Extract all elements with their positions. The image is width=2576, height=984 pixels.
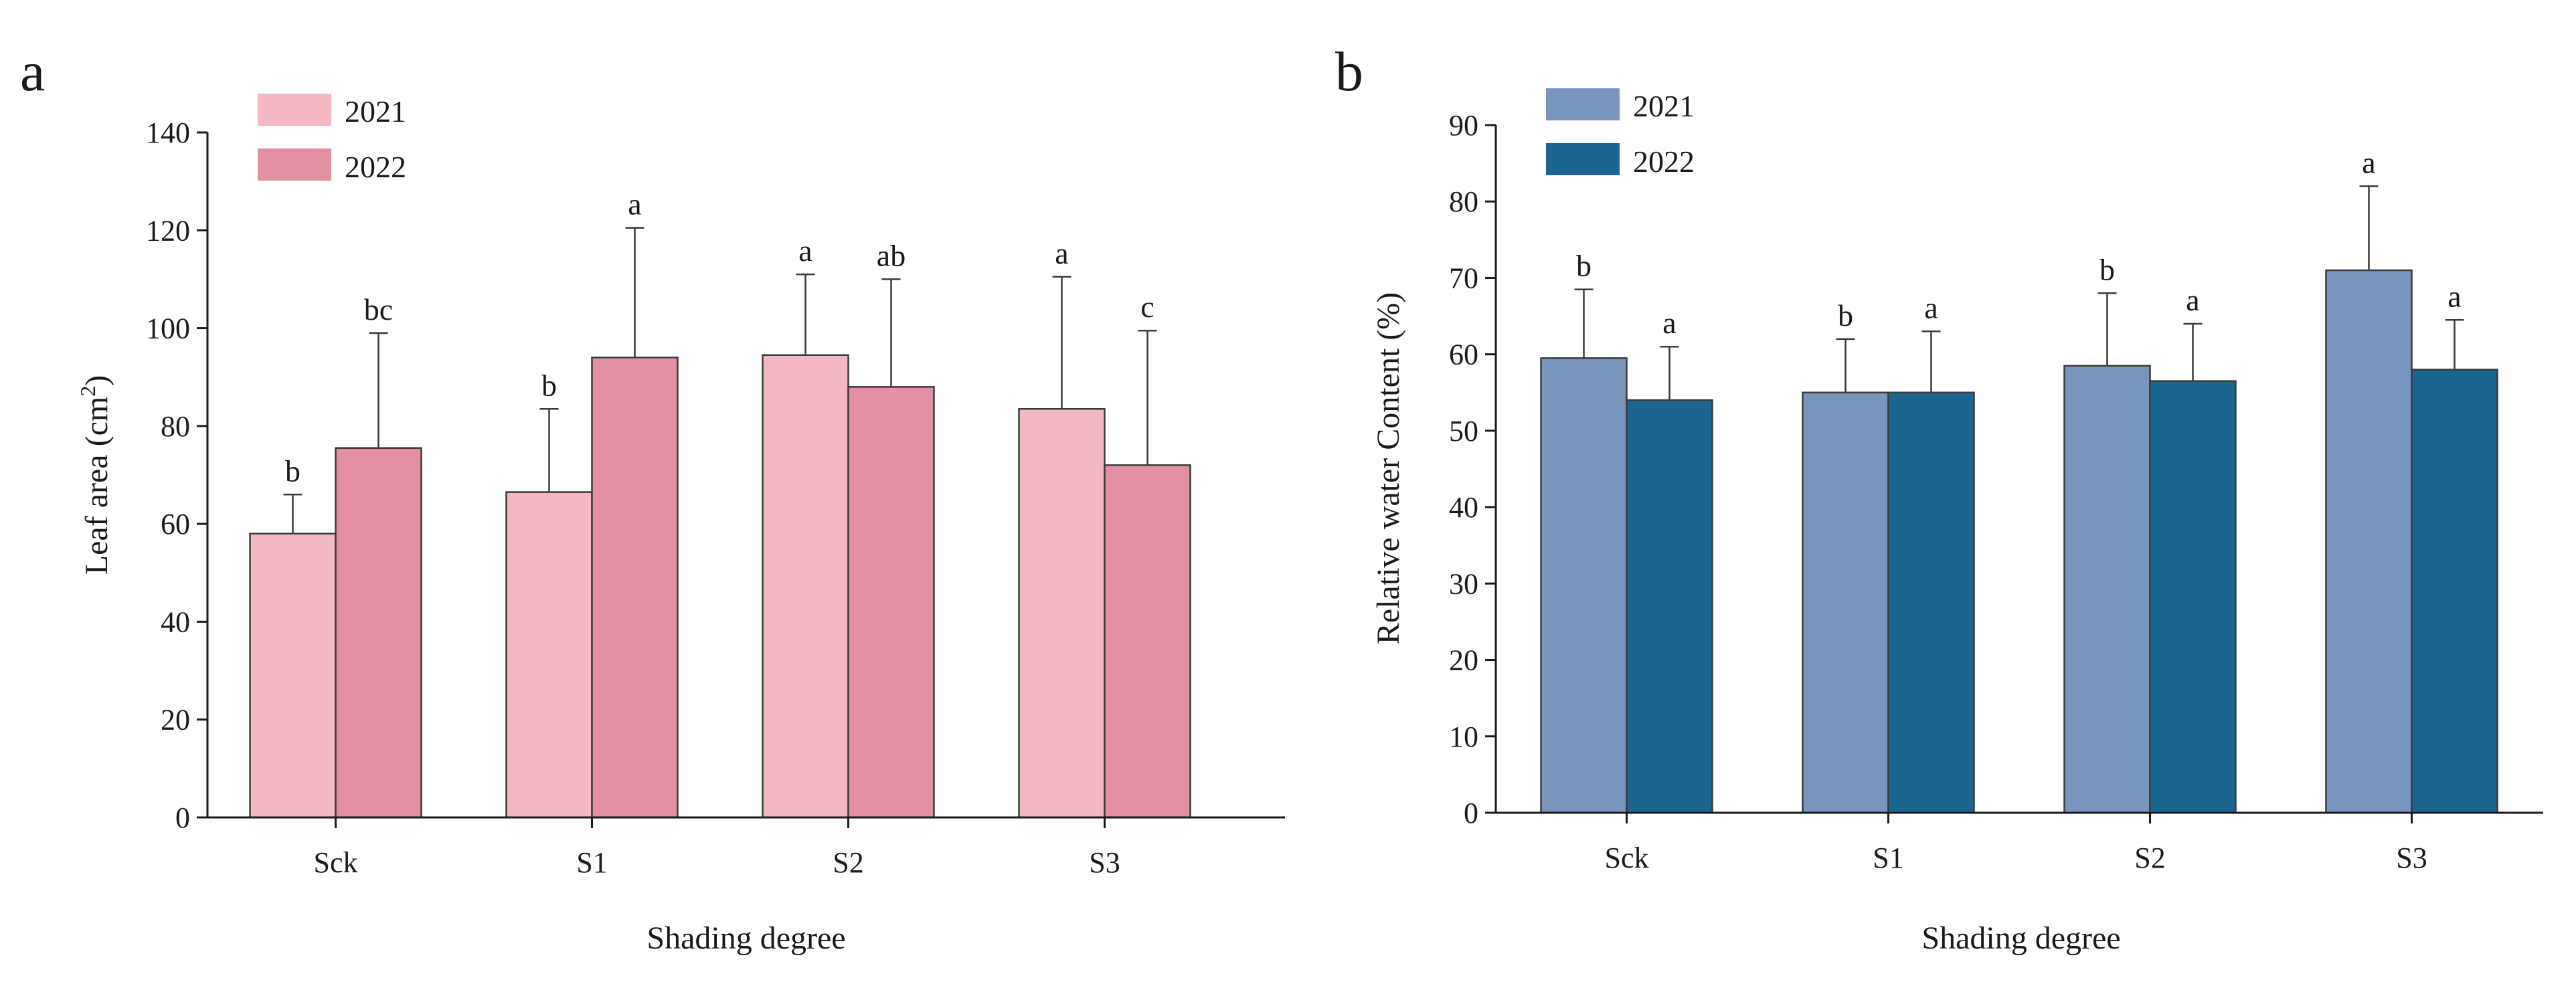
significance-letter: a: [1924, 290, 1938, 324]
bar-2022-s3: [1104, 464, 1191, 819]
legend-swatch-2021: [1546, 88, 1620, 120]
bar-2022-s1: [1887, 391, 1975, 814]
y-tick-label: 40: [161, 605, 190, 638]
y-tick-label: 90: [1449, 109, 1478, 142]
bar-2021-sck: [1540, 357, 1628, 814]
significance-letter: b: [541, 368, 557, 402]
bar-2021-s1: [1802, 391, 1889, 814]
panel-a-leaf-area: a 2021 2022 0 20 40 60 80 100 120 140 b bc b a a ab a…: [20, 41, 1285, 956]
panel-label: a: [20, 41, 45, 103]
panel-b-relative-water-content: b 2021 2022 0 10 20 30 40 50 60 70 80 90 b a b a b a a a…: [1335, 41, 2543, 956]
x-tick-label: S1: [576, 846, 607, 879]
y-axis-ticks: 0 10 20 30 40 50 60 70 80 90: [1449, 109, 1496, 829]
significance-letter: a: [628, 187, 641, 221]
y-tick-label: 80: [161, 410, 190, 443]
legend-label-2022: 2022: [345, 150, 406, 184]
x-tick-label: S2: [2134, 842, 2165, 874]
y-tick-label: 0: [1464, 797, 1478, 829]
x-axis-ticks: Sck S1 S2 S3: [314, 817, 1120, 879]
significance-letter: b: [285, 454, 300, 488]
y-tick-label: 70: [1449, 262, 1478, 294]
bar-2022-s1: [591, 357, 679, 819]
y-tick-label: 50: [1449, 415, 1478, 448]
bar-2021-s2: [762, 354, 849, 819]
bar-2022-s2: [847, 386, 935, 819]
y-tick-label: 20: [1449, 644, 1478, 677]
significance-letter: a: [1662, 306, 1676, 340]
bar-2021-s1: [505, 491, 593, 819]
y-tick-label: 40: [1449, 491, 1478, 524]
significance-letter: a: [1055, 236, 1068, 270]
x-axis-title: Shading degree: [647, 920, 845, 956]
legend-swatch-2021: [258, 94, 331, 126]
y-tick-label: 10: [1449, 720, 1478, 753]
y-axis-title-main: Leaf area (cm: [79, 397, 114, 575]
significance-letter: c: [1140, 290, 1154, 324]
legend-label-2021: 2021: [1633, 89, 1695, 123]
x-tick-label: S2: [833, 846, 863, 879]
legend-swatch-2022: [258, 149, 331, 181]
bar-2022-sck: [335, 447, 422, 819]
x-tick-label: S1: [1873, 842, 1903, 874]
bar-2021-s2: [2063, 365, 2151, 814]
significance-letter: a: [2448, 279, 2461, 313]
y-tick-label: 140: [146, 116, 190, 149]
bars: b bc b a a ab a c: [249, 187, 1191, 819]
y-tick-label: 60: [1449, 338, 1478, 371]
legend-label-2021: 2021: [345, 94, 406, 128]
bar-2022-s3: [2411, 369, 2498, 814]
y-tick-label: 30: [1449, 567, 1478, 600]
legend-swatch-2022: [1546, 143, 1620, 175]
x-tick-label: Sck: [314, 846, 358, 879]
x-axis-ticks: Sck S1 S2 S3: [1605, 813, 2427, 874]
bar-2021-sck: [249, 532, 337, 819]
y-tick-label: 120: [146, 214, 190, 247]
bar-2022-sck: [1626, 399, 1713, 814]
y-tick-label: 0: [175, 801, 190, 834]
panel-label: b: [1335, 41, 1363, 103]
y-axis-title: Leaf area (cm2): [76, 375, 114, 575]
y-tick-label: 20: [161, 704, 190, 736]
bar-2021-s3: [1018, 408, 1106, 819]
y-axis-title-superscript: 2: [76, 386, 100, 397]
y-tick-label: 100: [146, 312, 190, 345]
bar-2021-s3: [2325, 269, 2413, 814]
legend-label-2022: 2022: [1633, 144, 1695, 179]
y-axis-title-close: ): [79, 375, 114, 386]
y-axis-ticks: 0 20 40 60 80 100 120 140: [146, 116, 207, 834]
x-tick-label: S3: [1089, 846, 1120, 879]
significance-letter: b: [2099, 252, 2115, 286]
significance-letter: b: [1576, 249, 1592, 283]
significance-letter: a: [798, 233, 812, 268]
x-axis-title: Shading degree: [1921, 920, 2120, 956]
significance-letter: a: [2362, 145, 2375, 179]
significance-letter: bc: [364, 292, 393, 326]
bars: b a b a b a a a: [1540, 145, 2498, 814]
y-tick-label: 80: [1449, 185, 1478, 218]
y-axis-title: Relative water Content (%): [1371, 292, 1406, 644]
x-tick-label: Sck: [1605, 842, 1649, 874]
significance-letter: b: [1838, 298, 1853, 332]
bar-2022-s2: [2149, 380, 2237, 814]
legend: 2021 2022: [1546, 88, 1695, 179]
x-tick-label: S3: [2396, 842, 2427, 874]
significance-letter: ab: [877, 238, 906, 272]
significance-letter: a: [2186, 283, 2199, 317]
y-tick-label: 60: [161, 508, 190, 540]
legend: 2021 2022: [258, 94, 406, 184]
